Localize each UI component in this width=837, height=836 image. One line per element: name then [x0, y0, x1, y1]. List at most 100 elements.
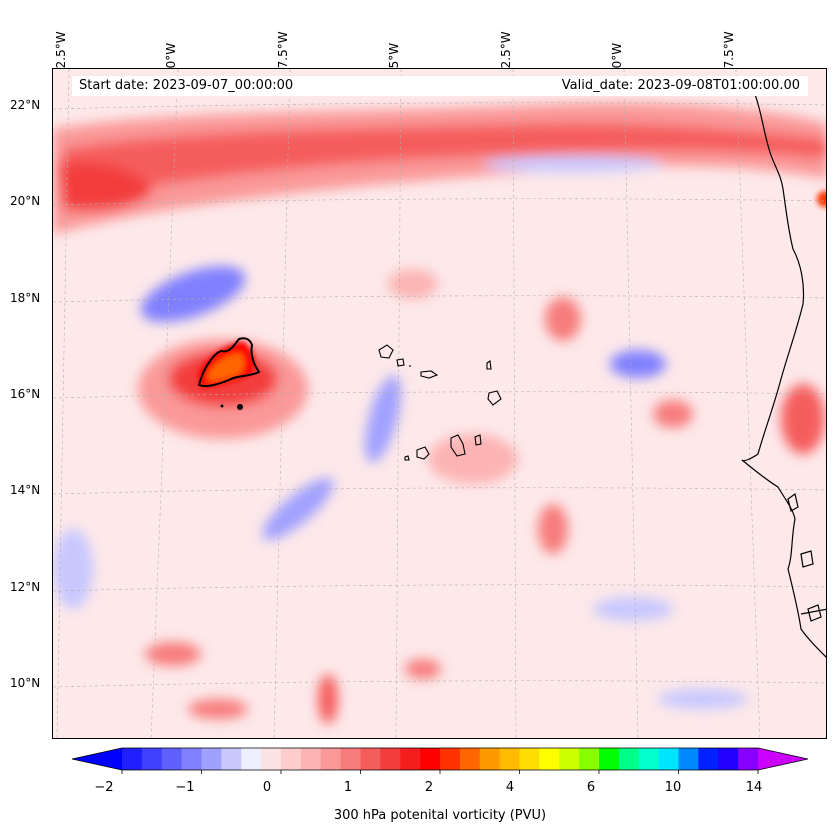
gridline-lon-25: [395, 69, 402, 738]
colorbar-segment: [579, 748, 600, 770]
coast-detail-2: [800, 550, 814, 568]
colorbar-tick-label: 1: [343, 780, 353, 795]
pv-coast-max: [817, 191, 826, 207]
date-info-strip: [72, 76, 808, 96]
colorbar-segment: [420, 748, 441, 770]
gridline-lat-10: [53, 680, 826, 688]
colorbar-segment: [380, 748, 401, 770]
colorbar-segment: [360, 748, 381, 770]
lat-label-10n: 10°N: [10, 676, 41, 690]
colorbar-segment: [718, 748, 739, 770]
colorbar-tick-label: 2: [424, 780, 434, 795]
colorbar-tick-label: 0: [262, 780, 272, 795]
colorbar-extend-max: [758, 748, 808, 770]
gridline-lon-22-5: [512, 69, 517, 738]
pv-positive-mid: [388, 269, 438, 299]
colorbar-segment: [559, 748, 580, 770]
colorbar-tick-label: 4: [505, 780, 515, 795]
pv-vortex-core: [198, 191, 826, 387]
island-brava: [404, 455, 410, 461]
colorbar-segment: [658, 748, 680, 770]
island-santo-antao: [378, 344, 394, 359]
pv-contour-2pvu: [197, 337, 261, 388]
colorbar-segment: [738, 748, 759, 770]
pv-negative-west-edge: [53, 529, 93, 609]
coast-detail-1: [787, 492, 799, 512]
gridlines: [53, 69, 826, 738]
colorbar-segment: [440, 748, 461, 770]
colorbar-segment: [241, 748, 262, 770]
island-sao-vicente: [396, 358, 405, 367]
pv-positive-east-1: [545, 297, 581, 341]
pv-positive-mid-2: [428, 434, 518, 484]
pv-positive-east-2: [538, 504, 568, 554]
pv-contour-small-2: [220, 404, 224, 408]
pv-contour-small-1: [237, 404, 243, 410]
lat-label-18n: 18°N: [10, 291, 41, 305]
pv-vortex-orange: [208, 353, 245, 381]
lat-label-12n: 12°N: [10, 580, 41, 594]
pv-negative-far-south: [658, 689, 748, 709]
africa-coastline: [741, 88, 826, 658]
valid-date-label: Valid_date: 2023-09-08T01:00:00.00: [561, 78, 800, 93]
colorbar-segment: [618, 748, 640, 770]
island-santiago: [450, 434, 466, 457]
gridline-lat-12: [53, 584, 826, 592]
gridline-lat-16: [53, 391, 826, 399]
colorbar-extend-min: [72, 748, 122, 770]
cape-verde-islands: [378, 344, 502, 461]
colorbar-tick-label: −1: [175, 780, 195, 795]
gridline-lat-14: [53, 487, 826, 495]
gridline-lon-27-5: [273, 69, 291, 738]
pv-jet-west-max: [58, 162, 153, 211]
island-sao-nicolau: [420, 370, 439, 379]
start-date-label: Start date: 2023-09-07_00:00:00: [79, 78, 294, 93]
pv-positive-east-3: [653, 400, 693, 428]
pv-field-map: [53, 69, 826, 738]
gridline-lat-20: [53, 198, 826, 206]
pv-negative-nw: [140, 266, 246, 322]
colorbar-segment: [161, 748, 183, 770]
pv-positive-coast: [781, 384, 825, 454]
pv-positive-southwest: [145, 642, 201, 666]
coast-detail-4: [800, 608, 826, 615]
colorbar-segment: [519, 748, 540, 770]
pv-negative-sw: [262, 478, 334, 540]
gridline-lon-32-5: [56, 69, 70, 738]
pv-negative-east: [610, 350, 666, 378]
colorbar-segment: [122, 748, 143, 770]
pv-negative-center: [365, 375, 401, 463]
gridline-lon-17-5: [735, 69, 761, 738]
colorbar-segment: [400, 748, 421, 770]
colorbar-segment: [638, 748, 660, 770]
pv-field: [53, 102, 826, 724]
colorbar-segment: [539, 748, 560, 770]
colorbar-segment: [281, 748, 302, 770]
colorbar-segment: [678, 748, 699, 770]
pv-negative-south: [593, 597, 673, 621]
colorbar-label: 300 hPa potenital vorticity (PVU): [333, 808, 547, 823]
colorbar-segment: [499, 748, 521, 770]
lat-label-14n: 14°N: [10, 483, 41, 497]
colorbar-segment: [181, 748, 203, 770]
colorbar-segment: [459, 748, 481, 770]
island-boa-vista: [487, 390, 502, 406]
colorbar-segment: [698, 748, 719, 770]
colorbar-segment: [300, 748, 322, 770]
coast-detail-3: [807, 604, 822, 622]
colorbar-segment: [340, 748, 362, 770]
pv-positive-south-center: [318, 674, 338, 724]
colorbar: [71, 747, 809, 774]
gridline-lat-18: [53, 295, 826, 303]
colorbar-tick-label: −2: [94, 780, 114, 795]
pv-negative-ne-strip: [483, 156, 663, 172]
gridline-lon-20: [623, 69, 639, 738]
gridline-lat-22: [53, 102, 826, 110]
coastlines: [741, 88, 826, 658]
colorbar-segment: [201, 748, 222, 770]
lat-label-16n: 16°N: [10, 387, 41, 401]
colorbar-segment: [221, 748, 242, 770]
lat-label-20n: 20°N: [10, 194, 41, 208]
pv-jet-core: [63, 123, 826, 209]
colorbar-tick-label: 10: [664, 780, 682, 795]
